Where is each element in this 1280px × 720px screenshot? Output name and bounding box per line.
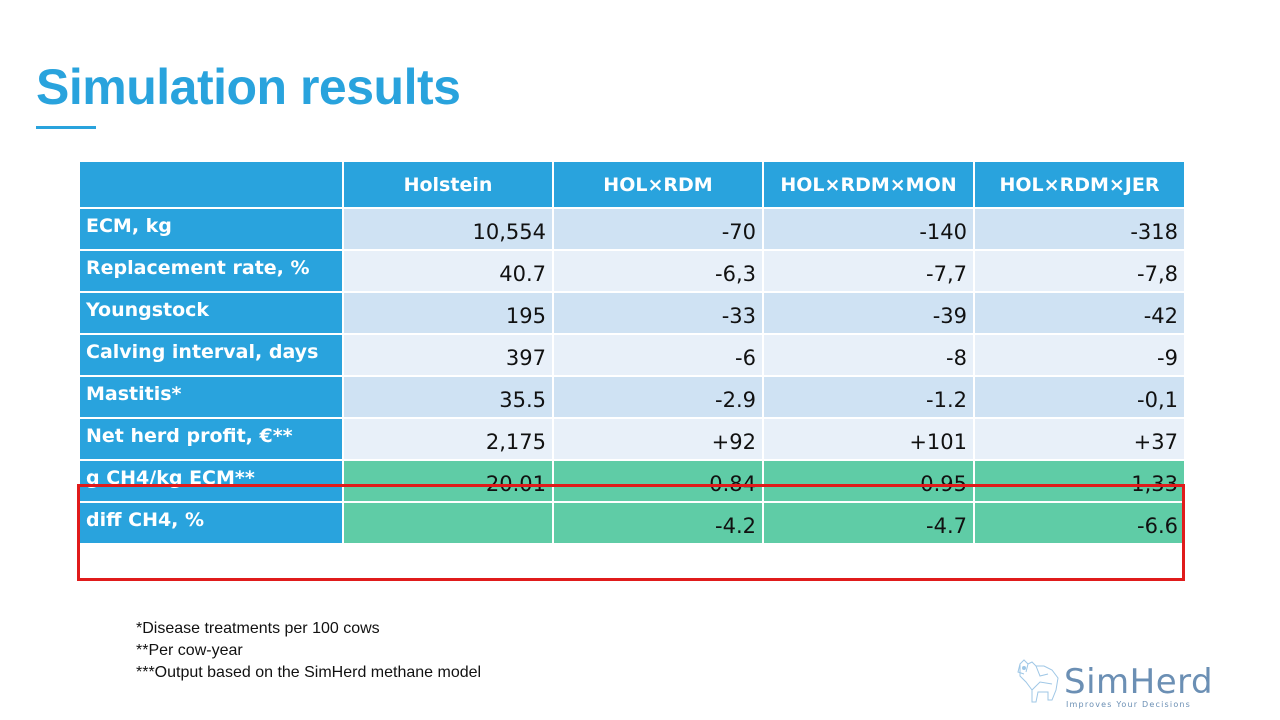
table-cell: -33 <box>552 291 764 335</box>
table-cell: +37 <box>973 417 1186 461</box>
footnote: ***Output based on the SimHerd methane m… <box>136 664 482 681</box>
table-cell: -70 <box>552 207 764 251</box>
header-cell-hol-rdm-mon: HOL×RDM×MON <box>762 160 975 209</box>
table-cell: -1.2 <box>762 375 975 419</box>
table-cell: -6,3 <box>552 249 764 293</box>
table-cell: -2.9 <box>552 375 764 419</box>
table-cell: -9 <box>973 333 1186 377</box>
table-cell: -7,8 <box>973 249 1186 293</box>
row-label: Net herd profit, €** <box>78 417 344 461</box>
table-row: Mastitis* 35.5 -2.9 -1.2 -0,1 <box>78 375 1186 419</box>
table-row-highlighted: diff CH4, % -4.2 -4.7 -6.6 <box>78 501 1186 545</box>
row-label: ECM, kg <box>78 207 344 251</box>
row-label: Calving interval, days <box>78 333 344 377</box>
row-label: Mastitis* <box>78 375 344 419</box>
results-table: Holstein HOL×RDM HOL×RDM×MON HOL×RDM×JER… <box>78 160 1186 545</box>
row-label: Replacement rate, % <box>78 249 344 293</box>
footnote: *Disease treatments per 100 cows <box>136 620 380 637</box>
footnotes: *Disease treatments per 100 cows **Per c… <box>136 618 481 684</box>
table-cell: -6 <box>552 333 764 377</box>
header-cell-hol-rdm-jer: HOL×RDM×JER <box>973 160 1186 209</box>
table-cell: -7,7 <box>762 249 975 293</box>
row-label: Youngstock <box>78 291 344 335</box>
table-cell: -4.7 <box>762 501 975 545</box>
logo-tagline: Improves Your Decisions <box>1066 700 1192 709</box>
header-cell-blank <box>78 160 344 209</box>
table-cell: -318 <box>973 207 1186 251</box>
title-underline <box>36 126 96 129</box>
table-cell: -4.2 <box>552 501 764 545</box>
footnote: **Per cow-year <box>136 642 243 659</box>
table-header-row: Holstein HOL×RDM HOL×RDM×MON HOL×RDM×JER <box>78 160 1186 209</box>
table-cell: -8 <box>762 333 975 377</box>
header-cell-holstein: Holstein <box>342 160 554 209</box>
table-row: Net herd profit, €** 2,175 +92 +101 +37 <box>78 417 1186 461</box>
table-cell: 40.7 <box>342 249 554 293</box>
table-cell: +92 <box>552 417 764 461</box>
table-row: ECM, kg 10,554 -70 -140 -318 <box>78 207 1186 251</box>
table-row: Youngstock 195 -33 -39 -42 <box>78 291 1186 335</box>
table-cell: -42 <box>973 291 1186 335</box>
table-cell: -6.6 <box>973 501 1186 545</box>
table-cell: -1,33 <box>973 459 1186 503</box>
cow-icon <box>1017 659 1059 703</box>
table-cell: -0.84 <box>552 459 764 503</box>
table-cell: 195 <box>342 291 554 335</box>
slide-title: Simulation results <box>36 59 461 115</box>
table-cell: -0.95 <box>762 459 975 503</box>
table-cell: 2,175 <box>342 417 554 461</box>
row-label: g CH4/kg ECM** <box>78 459 344 503</box>
logo-wordmark: SimHerd <box>1064 662 1214 702</box>
table-cell: 20.01 <box>342 459 554 503</box>
table-cell: -0,1 <box>973 375 1186 419</box>
table-row-highlighted: g CH4/kg ECM** 20.01 -0.84 -0.95 -1,33 <box>78 459 1186 503</box>
table-cell: +101 <box>762 417 975 461</box>
simherd-logo: SimHerd Improves Your Decisions <box>1014 656 1214 709</box>
table-cell: 35.5 <box>342 375 554 419</box>
header-cell-hol-rdm: HOL×RDM <box>552 160 764 209</box>
table-row: Replacement rate, % 40.7 -6,3 -7,7 -7,8 <box>78 249 1186 293</box>
table-cell <box>342 501 554 545</box>
table-cell: 10,554 <box>342 207 554 251</box>
table-cell: -39 <box>762 291 975 335</box>
table-cell: 397 <box>342 333 554 377</box>
table-row: Calving interval, days 397 -6 -8 -9 <box>78 333 1186 377</box>
row-label: diff CH4, % <box>78 501 344 545</box>
table-cell: -140 <box>762 207 975 251</box>
